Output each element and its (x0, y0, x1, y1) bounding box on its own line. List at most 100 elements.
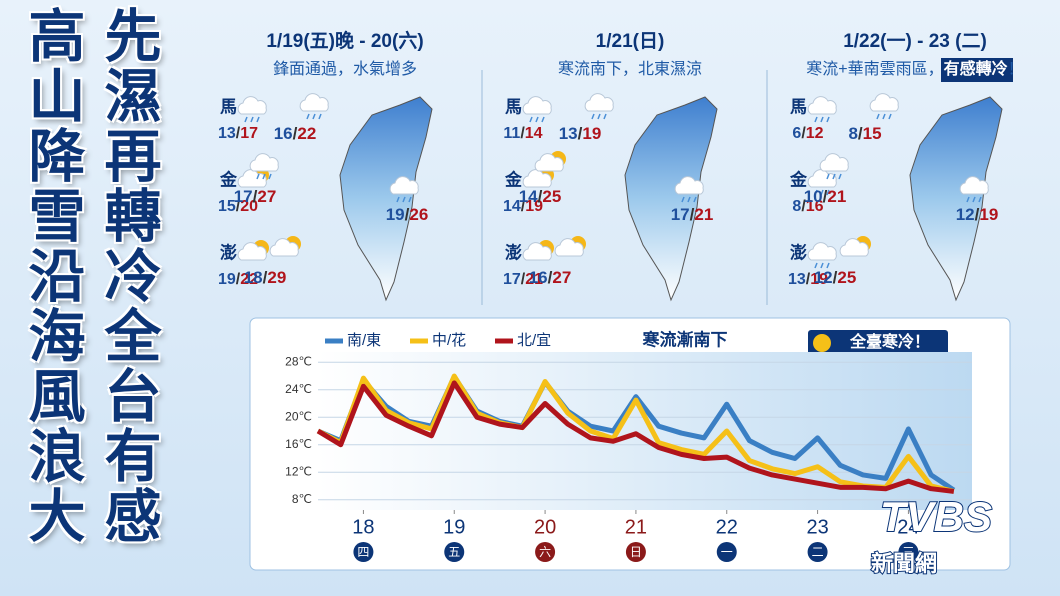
rain-icon (826, 262, 830, 269)
panel-subtitle: 寒流南下，北東濕涼 (558, 59, 702, 78)
island-name: 金 (789, 169, 808, 189)
rain-icon (529, 116, 533, 123)
rain-icon (814, 262, 818, 269)
rain-icon (681, 196, 685, 203)
weekday: 二 (812, 545, 824, 559)
temp-part: / (548, 268, 553, 287)
temp-part: 14 (503, 198, 521, 215)
weekday-bg (807, 542, 828, 562)
temperature: 14/25 (519, 187, 562, 206)
island-name: 澎 (790, 242, 807, 262)
rain-icon (591, 113, 595, 120)
weekday-bg (444, 542, 465, 562)
temp-part: 16 (806, 198, 824, 215)
map (624, 96, 718, 302)
temperature: 14/19 (503, 198, 543, 215)
headline-right: 先濕再轉冷全台有感 (95, 5, 161, 547)
temp-part: / (833, 268, 838, 287)
weekday: 日 (630, 545, 642, 559)
temp-part: / (806, 271, 811, 288)
temp-part: 17 (240, 125, 258, 142)
temp-part: 25 (837, 268, 856, 287)
cloud-icon (389, 176, 419, 195)
temp-part: 19 (386, 205, 405, 224)
x-tick-label: 19 (443, 516, 465, 538)
rain-icon (250, 116, 254, 123)
weekday-bg (535, 542, 556, 562)
chart-title: 寒流漸南下 (643, 329, 728, 349)
temp-part: 15 (218, 198, 236, 215)
temperature: 10/21 (804, 187, 847, 206)
cloud-icon (674, 176, 704, 195)
map (339, 96, 433, 302)
rain-icon (402, 196, 406, 203)
rain-icon (318, 113, 322, 120)
temperature: 19/22 (218, 271, 258, 288)
x-tick-label: 20 (534, 516, 556, 538)
legend-label: 中/花 (432, 332, 466, 349)
temp-part: 22 (240, 271, 258, 288)
temp-part: 12 (956, 205, 975, 224)
temp-part: / (405, 205, 410, 224)
panel-title: 1/21(日) (596, 31, 665, 52)
temp-part: 21 (694, 205, 713, 224)
highlight-bg (941, 58, 1013, 82)
weekday: 一 (721, 545, 733, 559)
island-name: 馬 (790, 97, 807, 116)
temp-part: / (578, 124, 583, 143)
temperature: 15/20 (218, 198, 258, 215)
rain-icon (603, 113, 607, 120)
temperature: 18/29 (244, 268, 287, 287)
temperature: 12/25 (814, 268, 857, 287)
cloud-icon (237, 96, 267, 115)
x-tick-label: 24 (897, 516, 919, 538)
y-tick-label: 8℃ (292, 492, 312, 506)
island-name: 金 (504, 169, 523, 189)
rain-icon (541, 116, 545, 123)
x-tick-label: 18 (352, 516, 374, 538)
badge-bg (808, 330, 948, 356)
rain-icon (826, 116, 830, 123)
cloud-icon (534, 153, 564, 172)
rain-icon (820, 262, 824, 269)
y-tick-label: 28℃ (285, 354, 312, 368)
temp-part: 29 (267, 268, 286, 287)
badge-icon (813, 334, 831, 352)
weekday: 四 (357, 545, 369, 559)
rain-icon (687, 196, 691, 203)
subtitle: 寒流南下，北東濕涼 (558, 59, 702, 78)
series-line (316, 380, 955, 494)
rain-icon (972, 196, 976, 203)
temp-part: 17 (671, 205, 690, 224)
y-tick-label: 20℃ (285, 409, 312, 423)
weekday-bg (716, 542, 737, 562)
temp-part: 14 (525, 125, 543, 142)
temp-part: / (236, 125, 241, 142)
temp-part: / (823, 187, 828, 206)
temp-part: 16 (529, 268, 548, 287)
panel-title: 1/22(一) - 23 (二) (843, 31, 987, 52)
temperature: 6/12 (792, 125, 823, 142)
temp-part: 19 (979, 205, 998, 224)
island-name: 澎 (220, 242, 237, 262)
rain-icon (876, 113, 880, 120)
cloud-icon (807, 96, 837, 115)
rain-icon (535, 116, 539, 123)
temp-part: / (520, 125, 525, 142)
panel-title: 1/19(五)晚 - 20(六) (266, 29, 423, 52)
cloud-icon (299, 93, 329, 112)
temperature: 16/27 (529, 268, 572, 287)
temp-part: / (293, 124, 298, 143)
y-tick-label: 12℃ (285, 464, 312, 478)
temp-part: 14 (519, 187, 538, 206)
subtitle: 鋒面通過，水氣增多 (273, 60, 417, 78)
series-line (316, 373, 955, 494)
rain-icon (826, 173, 830, 180)
temperature: 17/21 (671, 205, 714, 224)
temperature: 8/16 (792, 198, 823, 215)
legend-label: 北/宜 (517, 332, 551, 349)
island-name: 馬 (220, 97, 237, 116)
x-tick-label: 22 (716, 516, 738, 538)
cloud-icon (819, 153, 849, 172)
